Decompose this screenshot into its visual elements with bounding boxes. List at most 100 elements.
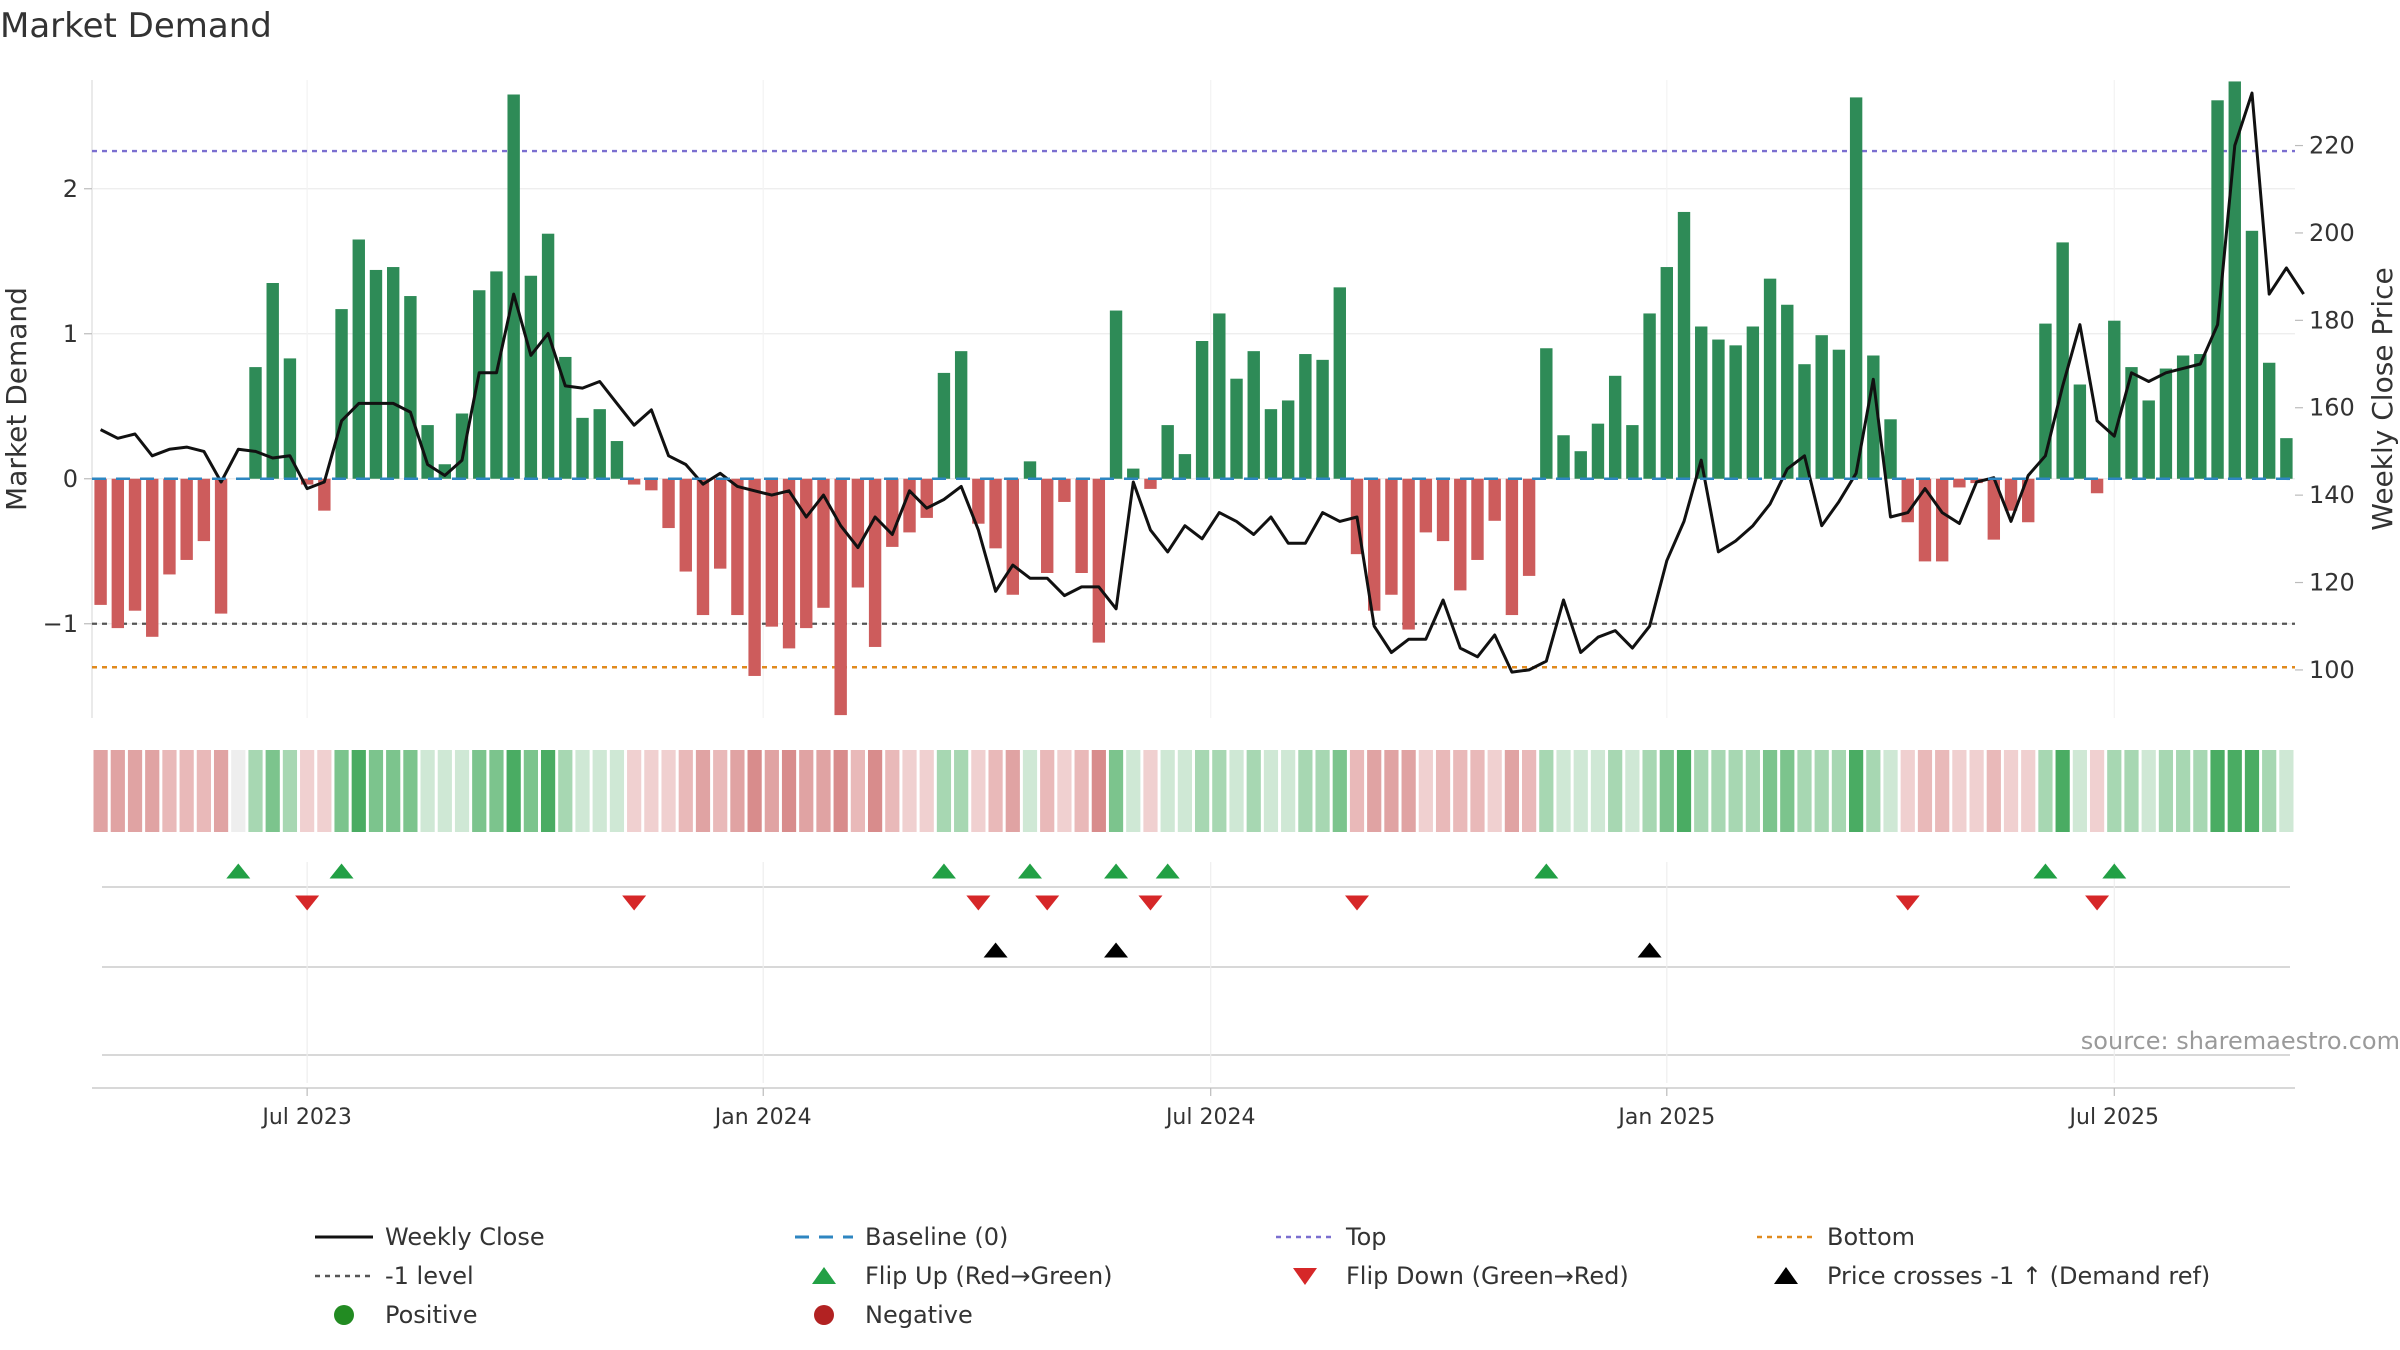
- demand-bar-positive: [2176, 355, 2190, 479]
- demand-bar-positive: [2056, 242, 2069, 479]
- demand-bar-positive: [1540, 348, 1553, 479]
- strip-cell: [472, 750, 487, 832]
- flip-down-marker: [622, 895, 647, 911]
- strip-cell: [799, 750, 814, 832]
- demand-bar-positive: [1213, 313, 1226, 479]
- demand-bar-positive: [541, 233, 555, 479]
- strip-cell: [386, 750, 401, 832]
- demand-bar-positive: [1264, 409, 1278, 479]
- strip-cell: [1005, 750, 1020, 832]
- demand-bar-positive: [1798, 364, 1811, 479]
- strip-cell: [351, 750, 366, 832]
- price-cross-marker: [1104, 942, 1129, 958]
- strip-cell: [558, 750, 573, 832]
- demand-bar-negative: [920, 478, 933, 518]
- demand-bar-positive: [1591, 423, 1605, 479]
- demand-bar-positive: [593, 409, 606, 479]
- y2-axis-label: Weekly Close Price: [2366, 267, 2399, 530]
- strip-cell: [764, 750, 779, 832]
- strip-cell: [196, 750, 211, 832]
- demand-bar-positive: [404, 296, 417, 479]
- demand-bar-positive: [283, 358, 297, 479]
- demand-bar-positive: [1763, 278, 1777, 479]
- y2-tick-label: 100: [2309, 656, 2355, 684]
- strip-cell: [1040, 750, 1055, 832]
- flip-up-marker: [226, 863, 251, 879]
- strip-cell: [833, 750, 848, 832]
- legend-swatch-circle: [334, 1305, 354, 1325]
- x-tick-label: Jul 2024: [1164, 1105, 1256, 1130]
- strip-cell: [988, 750, 1003, 832]
- strip-cell: [334, 750, 349, 832]
- demand-bar-positive: [455, 413, 469, 479]
- strip-cell: [265, 750, 280, 832]
- flip-up-marker: [1104, 863, 1129, 879]
- demand-bar-positive: [2194, 354, 2207, 479]
- legend-item: Top: [1276, 1223, 1387, 1251]
- strip-cell: [248, 750, 263, 832]
- demand-bar-negative: [318, 478, 331, 511]
- chart-title: Market Demand: [0, 6, 272, 46]
- demand-bar-positive: [1660, 267, 1673, 479]
- demand-bar-negative: [1058, 478, 1071, 502]
- strip-cell: [1143, 750, 1158, 832]
- strip-cell: [368, 750, 384, 832]
- strip-cell: [2141, 750, 2156, 832]
- strip-cell: [93, 750, 108, 832]
- demand-bar-positive: [369, 269, 383, 479]
- demand-bar-negative: [714, 478, 727, 569]
- demand-bar-positive: [1247, 351, 1260, 479]
- x-tick-label: Jul 2025: [2068, 1105, 2160, 1130]
- strip-cell: [1367, 750, 1382, 832]
- strip-cell: [575, 750, 590, 832]
- legend-item: Weekly Close: [315, 1223, 545, 1251]
- demand-bar-positive: [2245, 230, 2259, 479]
- flip-down-marker: [1895, 895, 1920, 911]
- demand-bar-negative: [800, 478, 813, 629]
- demand-bar-negative: [180, 478, 193, 560]
- strip-cell: [2262, 750, 2277, 832]
- demand-bar-positive: [1195, 341, 1209, 479]
- strip-cell: [2279, 750, 2294, 832]
- strip-cell: [1281, 750, 1296, 832]
- strip-cell: [1694, 750, 1709, 832]
- strip-cell: [781, 750, 797, 832]
- strip-cell: [1246, 750, 1261, 832]
- legend-item: Baseline (0): [795, 1223, 1008, 1251]
- demand-bar-positive: [266, 283, 279, 479]
- strip-cell: [1332, 750, 1347, 832]
- strip-cell: [644, 750, 659, 832]
- demand-bar-positive: [473, 290, 486, 479]
- demand-bar-positive: [1178, 454, 1192, 479]
- strip-cell: [403, 750, 418, 832]
- legend-label: Negative: [865, 1301, 973, 1329]
- demand-bar-negative: [1402, 478, 1415, 630]
- flip-down-marker: [1035, 895, 1060, 911]
- strip-cell: [1539, 750, 1554, 832]
- y-tick-label: 2: [63, 175, 78, 203]
- strip-cell: [437, 750, 452, 832]
- demand-bar-negative: [197, 478, 211, 542]
- demand-bar-positive: [1695, 326, 1708, 479]
- demand-bar-positive: [1746, 326, 1760, 479]
- flip-up-marker: [931, 863, 956, 879]
- demand-bar-negative: [1454, 478, 1467, 591]
- legend-label: Weekly Close: [385, 1223, 545, 1251]
- demand-bar-positive: [1626, 425, 1639, 479]
- legend-label: Bottom: [1827, 1223, 1915, 1251]
- demand-bars: [94, 81, 2293, 716]
- demand-bar-negative: [765, 478, 779, 627]
- y2-tick-label: 200: [2309, 219, 2355, 247]
- x-tick-label: Jul 2023: [260, 1105, 352, 1130]
- demand-bar-positive: [2159, 368, 2173, 479]
- demand-bar-positive: [576, 417, 589, 479]
- demand-bar-positive: [1316, 359, 1329, 479]
- right-y-ticks: 100 120 140 160 180 200 220: [2295, 132, 2355, 684]
- demand-bar-negative: [2022, 478, 2035, 523]
- demand-bar-positive: [1299, 354, 1312, 479]
- demand-bar-negative: [94, 478, 107, 605]
- legend-label: -1 level: [385, 1262, 474, 1290]
- strip-cell: [1866, 750, 1881, 832]
- strip-cell: [2038, 750, 2053, 832]
- demand-bar-positive: [524, 275, 538, 479]
